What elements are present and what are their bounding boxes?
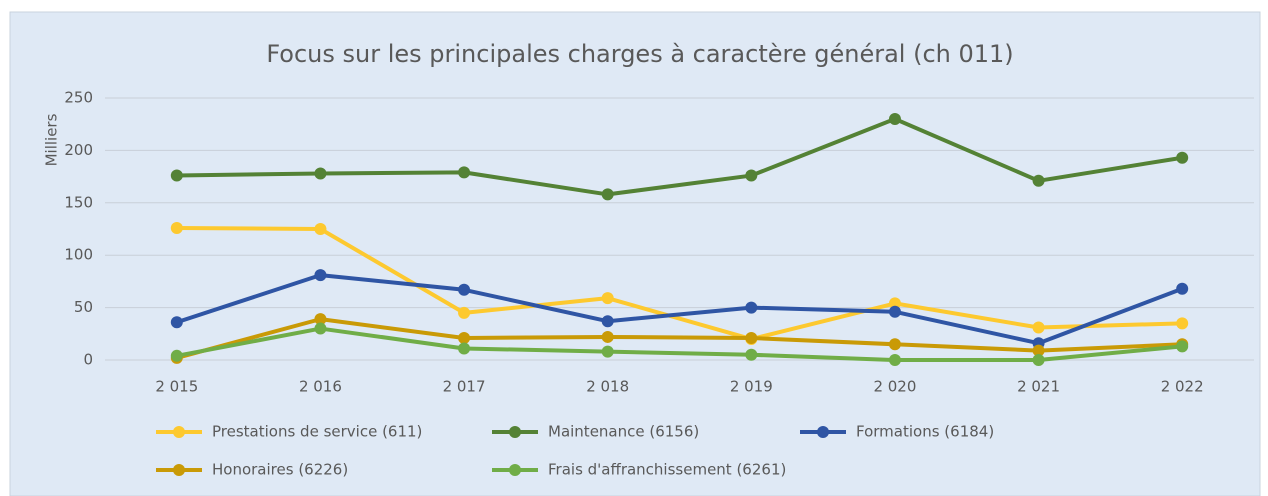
x-tick-label: 2 018 (586, 378, 629, 396)
data-point (745, 331, 758, 344)
data-point (1032, 321, 1045, 334)
y-tick-label: 250 (64, 89, 93, 107)
legend-swatch-marker (817, 426, 829, 438)
data-point (170, 169, 183, 182)
data-point (170, 349, 183, 362)
data-point (1176, 151, 1189, 164)
data-point (601, 292, 614, 305)
data-point (458, 166, 471, 179)
series-line (176, 225, 1183, 342)
series-line (176, 326, 1183, 362)
legend-label: Honoraires (6226) (212, 461, 348, 479)
data-point (314, 223, 327, 235)
legend-label: Prestations de service (611) (212, 423, 422, 441)
y-tick-label: 200 (64, 141, 93, 159)
data-point (458, 331, 471, 344)
series-line (176, 116, 1183, 197)
chart-title: Focus sur les principales charges à cara… (266, 40, 1013, 68)
data-point (458, 283, 471, 296)
data-point (458, 342, 471, 355)
legend-swatch-marker (173, 464, 185, 476)
data-point (170, 221, 183, 234)
data-point (601, 315, 614, 328)
data-point (888, 112, 901, 125)
series-line (176, 273, 1183, 346)
data-point (888, 305, 901, 318)
data-point (601, 330, 614, 343)
data-point (314, 167, 327, 180)
legend-swatch-marker (173, 426, 185, 438)
y-tick-label: 50 (74, 298, 93, 316)
x-tick-label: 2 019 (730, 378, 773, 396)
legend-swatch-marker (509, 426, 521, 438)
data-point (745, 301, 758, 314)
data-point (314, 313, 327, 326)
y-tick-label: 150 (64, 193, 93, 211)
data-point (745, 169, 758, 182)
data-point (1176, 282, 1189, 295)
chart-background (9, 11, 1261, 496)
data-point (1176, 340, 1189, 353)
y-tick-label: 0 (83, 351, 93, 369)
x-tick-label: 2 020 (873, 378, 916, 396)
data-point (1176, 317, 1189, 330)
y-axis-label: Milliers (43, 113, 61, 166)
x-tick-label: 2 017 (443, 378, 486, 396)
legend-label: Maintenance (6156) (548, 423, 699, 441)
legend-label: Formations (6184) (856, 423, 994, 441)
data-point (601, 345, 614, 358)
data-point (888, 338, 901, 351)
x-tick-label: 2 015 (155, 378, 198, 396)
data-point (170, 316, 183, 329)
x-tick-label: 2 022 (1161, 378, 1204, 396)
data-point (745, 348, 758, 361)
legend-label: Frais d'affranchissement (6261) (548, 461, 786, 479)
x-tick-label: 2 016 (299, 378, 342, 396)
series-line (176, 317, 1183, 360)
data-point (1032, 174, 1045, 187)
legend-swatch-marker (509, 464, 521, 476)
data-point (458, 306, 471, 319)
data-point (888, 297, 901, 310)
data-point (888, 354, 901, 366)
y-tick-label: 100 (64, 246, 93, 264)
x-tick-label: 2 021 (1017, 378, 1060, 396)
data-point (601, 188, 614, 201)
data-point (314, 322, 327, 335)
data-point (314, 269, 327, 282)
data-point (1032, 344, 1045, 357)
data-point (1032, 354, 1045, 366)
